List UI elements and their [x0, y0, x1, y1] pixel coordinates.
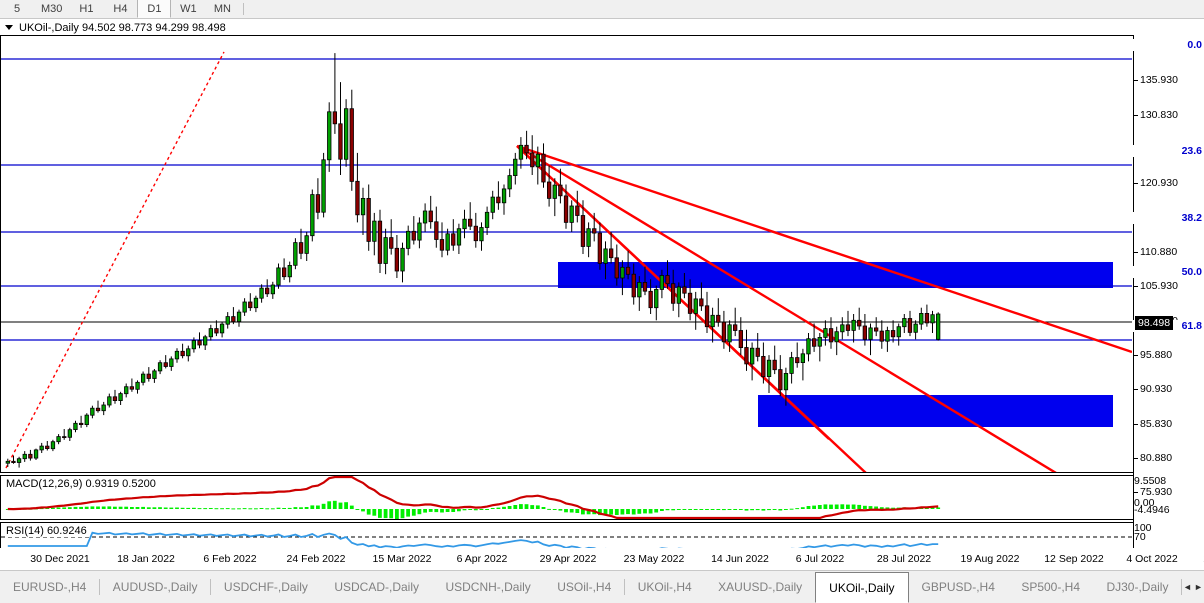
candlestick-series [5, 53, 941, 468]
current-price-tag: 98.498 [1135, 316, 1174, 330]
macd-svg [5, 476, 941, 519]
time-label: 24 Feb 2022 [286, 553, 346, 565]
timeframe-toolbar: 5 M30 H1 H4 D1 W1 MN [0, 0, 1204, 19]
symbol-tab-ukoil-daily[interactable]: UKOil-,Daily [815, 572, 909, 603]
price-tick: 95.880 [1134, 349, 1172, 361]
price-tick: 105.930 [1134, 280, 1178, 292]
time-label: 4 Oct 2022 [1126, 553, 1178, 565]
price-tick: 80.880 [1134, 452, 1172, 464]
fib-label-382: 38.2 [1133, 212, 1204, 224]
price-tick: 130.830 [1134, 109, 1178, 121]
timeframe-h1[interactable]: H1 [69, 0, 104, 18]
symbol-tab-bar: EURUSD-,H4 AUDUSD-,Daily USDCHF-,Daily U… [0, 570, 1204, 603]
time-label: 28 Jul 2022 [876, 553, 932, 565]
symbol-tab-xauusd-daily[interactable]: XAUUSD-,Daily [705, 571, 816, 603]
timeframe-m30[interactable]: M30 [34, 0, 70, 18]
tab-scroll-left-icon[interactable]: ◄ [1181, 571, 1193, 603]
symbol-tab-eurusd-h4[interactable]: EURUSD-,H4 [0, 571, 100, 603]
price-chart-svg [1, 51, 1132, 472]
symbol-tab-usdcad-daily[interactable]: USDCAD-,Daily [321, 571, 433, 603]
trendline-fan-1 [516, 144, 1132, 354]
symbol-ohlc-text: UKOil-,Daily 94.502 98.773 94.299 98.498 [19, 21, 226, 34]
time-label: 29 Apr 2022 [539, 553, 597, 565]
fib-label-50: 50.0 [1133, 266, 1204, 278]
timeframe-mn[interactable]: MN [205, 0, 240, 18]
trendline-fan-2 [516, 144, 1057, 472]
time-label: 12 Sep 2022 [1044, 553, 1104, 565]
macd-histogram [5, 500, 941, 519]
price-tick: 120.930 [1134, 177, 1178, 189]
symbol-header: UKOil-,Daily 94.502 98.773 94.299 98.498 [0, 20, 1133, 35]
price-tick: 85.830 [1134, 418, 1172, 430]
symbol-tab-gbpusd-h4[interactable]: GBPUSD-,H4 [908, 571, 1008, 603]
macd-signal-line [7, 476, 939, 519]
time-label: 6 Apr 2022 [456, 553, 508, 565]
price-tick: 135.930 [1134, 74, 1178, 86]
symbol-tab-sp500-h4[interactable]: SP500-,H4 [1008, 571, 1094, 603]
rsi-label: RSI(14) 60.9246 [6, 525, 89, 537]
price-scale[interactable]: 140.880 135.930 130.830 125.880 120.930 … [1133, 35, 1204, 571]
rsi-scale-tick: 70 [1134, 531, 1146, 543]
price-tick: 90.930 [1134, 383, 1172, 395]
price-tick: 110.880 [1134, 246, 1177, 258]
chart-area[interactable]: UKOil-,Daily 94.502 98.773 94.299 98.498 [0, 20, 1204, 571]
price-chart-pane[interactable] [0, 35, 1133, 473]
rsi-scale-tick: 100 [1134, 522, 1152, 534]
macd-pane[interactable]: MACD(12,26,9) 0.9319 0.5200 [0, 475, 1133, 520]
macd-scale-tick: -4.4946 [1134, 504, 1170, 516]
symbol-tab-usdchf-daily[interactable]: USDCHF-,Daily [210, 571, 321, 603]
time-label: 18 Jan 2022 [117, 553, 175, 565]
toolbar-empty-area [248, 0, 1204, 18]
fib-label-0: 0.0 [1133, 39, 1204, 51]
time-label: 14 Jun 2022 [711, 553, 769, 565]
symbol-tab-usoil-h4[interactable]: USOil-,H4 [544, 571, 625, 603]
fib-label-236: 23.6 [1133, 145, 1204, 157]
timeframe-m15[interactable]: 5 [0, 0, 34, 18]
time-label: 30 Dec 2021 [30, 553, 90, 565]
chevron-down-icon[interactable] [5, 25, 13, 30]
time-label: 6 Jul 2022 [795, 553, 845, 565]
toolbar-divider [243, 3, 245, 15]
time-label: 6 Feb 2022 [203, 553, 257, 565]
time-axis: 30 Dec 2021 18 Jan 2022 6 Feb 2022 24 Fe… [0, 548, 1204, 570]
symbol-tab-audusd-daily[interactable]: AUDUSD-,Daily [99, 571, 211, 603]
price-tick: 75.930 [1134, 486, 1172, 498]
time-label: 15 Mar 2022 [372, 553, 432, 565]
time-label: 19 Aug 2022 [960, 553, 1020, 565]
dashed-uptrend-line [5, 51, 225, 469]
timeframe-h4[interactable]: H4 [103, 0, 138, 18]
timeframe-w1[interactable]: W1 [171, 0, 206, 18]
timeframe-d1[interactable]: D1 [137, 0, 172, 18]
macd-scale-tick: 9.5508 [1134, 475, 1167, 487]
macd-label: MACD(12,26,9) 0.9319 0.5200 [6, 478, 158, 490]
symbol-tab-usdcnh-daily[interactable]: USDCNH-,Daily [432, 571, 544, 603]
symbol-tab-ukoil-h4[interactable]: UKOil-,H4 [624, 571, 705, 603]
symbol-tab-dj30-daily[interactable]: DJ30-,Daily [1093, 571, 1182, 603]
time-label: 23 May 2022 [623, 553, 685, 565]
macd-scale-tick: 0.00 [1134, 497, 1155, 509]
tab-scroll-right-icon[interactable]: ► [1192, 571, 1204, 603]
